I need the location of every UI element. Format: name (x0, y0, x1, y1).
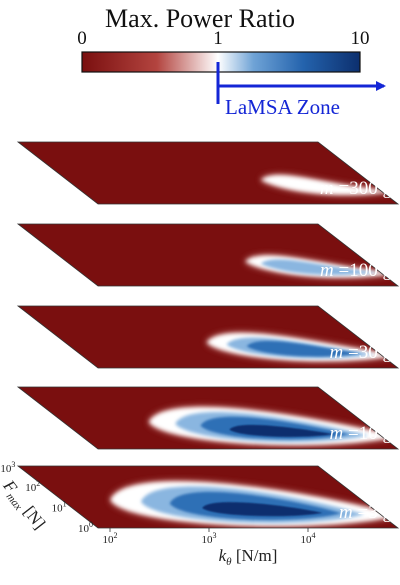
heatmap-panels: m =300 g m =100 g m =30 g m =10 g m =3 g (16, 141, 400, 529)
lamsa-zone-indicator: LaMSA Zone (216, 62, 386, 119)
x-tick-label: 102 (103, 531, 118, 546)
y-tick-label: 101 (52, 500, 67, 515)
colorbar-frame (81, 51, 361, 73)
y-tick-label: 100 (78, 520, 93, 535)
y-tick-label: 102 (25, 479, 40, 494)
x-axis-label: kθ [N/m] (219, 546, 278, 568)
mass-label-30g: m =30 g (330, 342, 393, 363)
colorbar-high-segment (218, 52, 360, 72)
x-tick-label: 103 (202, 531, 217, 546)
heatmap-panel-30g: m =30 g (16, 305, 400, 369)
x-tick-label: 104 (301, 531, 316, 546)
heatmap-panel-300g: m =300 g (16, 141, 400, 205)
mass-label-3g: m =3 g (339, 502, 392, 523)
colorbar: 0 1 10 (77, 28, 370, 73)
mass-label-300g: m =300 g (320, 178, 392, 199)
chart-title: Max. Power Ratio (105, 4, 295, 33)
heatmap-panel-3g: m =3 g (16, 465, 400, 529)
colorbar-tick-1: 1 (213, 28, 223, 49)
colorbar-low-segment (82, 52, 218, 72)
mass-label-100g: m =100 g (320, 260, 392, 281)
colorbar-tick-0: 0 (77, 28, 87, 49)
zone-label: LaMSA Zone (225, 95, 340, 119)
colorbar-tick-10: 10 (351, 28, 370, 49)
heatmap-panel-10g: m =10 g (16, 386, 400, 450)
mass-label-10g: m =10 g (330, 423, 393, 444)
y-tick-label: 103 (0, 460, 15, 475)
lamsa-boundary (260, 175, 397, 195)
heatmap-panel-100g: m =100 g (16, 223, 400, 287)
